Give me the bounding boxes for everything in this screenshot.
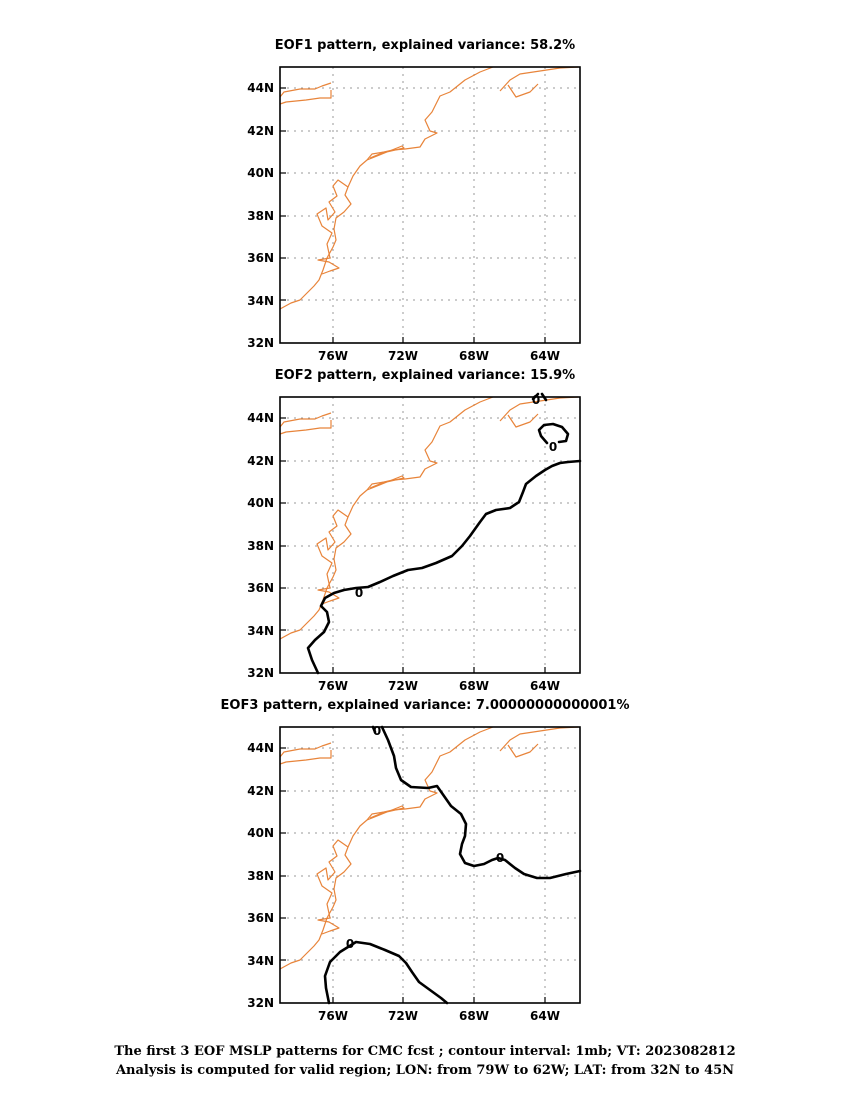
lon-label: 64W	[530, 1009, 560, 1023]
panel-3-coastline	[279, 726, 579, 970]
panel-2-frame	[279, 396, 581, 674]
lon-label: 72W	[388, 349, 418, 363]
lon-label: 64W	[530, 679, 560, 693]
lat-label: 42N	[247, 124, 274, 138]
lon-label: 76W	[318, 349, 348, 363]
lat-label: 36N	[247, 911, 274, 925]
panel-2-lat-ticks: 32N 34N 36N 38N 40N 42N 44N	[247, 411, 286, 680]
lon-label: 72W	[388, 679, 418, 693]
contour-label: 0	[373, 724, 381, 738]
caption-line-1: The first 3 EOF MSLP patterns for CMC fc…	[114, 1044, 735, 1059]
panel-1-coastline	[279, 66, 579, 310]
lon-label: 72W	[388, 1009, 418, 1023]
lat-label: 40N	[247, 496, 274, 510]
panel-3-frame	[279, 726, 581, 1004]
lat-label: 36N	[247, 251, 274, 265]
panel-1-grid	[280, 67, 580, 343]
contour-label: 0	[549, 440, 557, 454]
panel-2-contours: 0 0 0	[306, 392, 582, 675]
lon-label: 76W	[318, 679, 348, 693]
caption-line-2: Analysis is computed for valid region; L…	[115, 1063, 734, 1078]
lat-label: 44N	[247, 741, 274, 755]
lat-label: 40N	[247, 826, 274, 840]
lat-label: 38N	[247, 869, 274, 883]
lat-label: 32N	[247, 336, 274, 350]
panel-3: EOF3 pattern, explained variance: 7.0000…	[221, 698, 630, 1023]
panel-3-grid	[280, 727, 580, 1003]
panel-1: EOF1 pattern, explained variance: 58.2%	[247, 38, 581, 363]
lat-label: 36N	[247, 581, 274, 595]
lat-label: 44N	[247, 81, 274, 95]
lat-label: 32N	[247, 666, 274, 680]
lat-label: 34N	[247, 624, 274, 638]
lon-label: 68W	[459, 1009, 489, 1023]
contour-label: 0	[346, 937, 354, 951]
panel-2-lon-ticks: 76W 72W 68W 64W	[318, 667, 560, 693]
panel-1-frame	[279, 66, 581, 344]
zero-contour-line	[371, 725, 582, 880]
lon-label: 76W	[318, 1009, 348, 1023]
lon-label: 68W	[459, 679, 489, 693]
lat-label: 32N	[247, 996, 274, 1010]
panel-2-coastline	[279, 396, 579, 640]
panel-1-lat-ticks: 32N 34N 36N 38N 40N 42N 44N	[247, 81, 286, 350]
lat-label: 40N	[247, 166, 274, 180]
panel-1-lon-ticks: 76W 72W 68W 64W	[318, 337, 560, 363]
caption: The first 3 EOF MSLP patterns for CMC fc…	[114, 1044, 735, 1078]
lat-label: 34N	[247, 294, 274, 308]
panel-3-title: EOF3 pattern, explained variance: 7.0000…	[221, 698, 630, 713]
lat-label: 38N	[247, 539, 274, 553]
contour-label: 0	[496, 851, 504, 865]
zero-contour-loop	[537, 422, 570, 445]
lat-label: 44N	[247, 411, 274, 425]
lon-label: 68W	[459, 349, 489, 363]
lat-label: 42N	[247, 454, 274, 468]
contour-label: 0	[355, 586, 363, 600]
panel-3-contours: 0 0 0	[323, 724, 582, 1005]
lon-label: 64W	[530, 349, 560, 363]
lat-label: 34N	[247, 954, 274, 968]
panel-2-title: EOF2 pattern, explained variance: 15.9%	[275, 368, 575, 383]
panel-2: EOF2 pattern, explained variance: 15.9% …	[247, 368, 582, 693]
panel-3-lat-ticks: 32N 34N 36N 38N 40N 42N 44N	[247, 741, 286, 1010]
lat-label: 38N	[247, 209, 274, 223]
lat-label: 42N	[247, 784, 274, 798]
contour-label: 0	[532, 393, 540, 407]
panel-3-lon-ticks: 76W 72W 68W 64W	[318, 997, 560, 1023]
panel-1-title: EOF1 pattern, explained variance: 58.2%	[275, 38, 575, 53]
zero-contour-line	[306, 459, 582, 675]
zero-contour-line	[323, 940, 449, 1005]
